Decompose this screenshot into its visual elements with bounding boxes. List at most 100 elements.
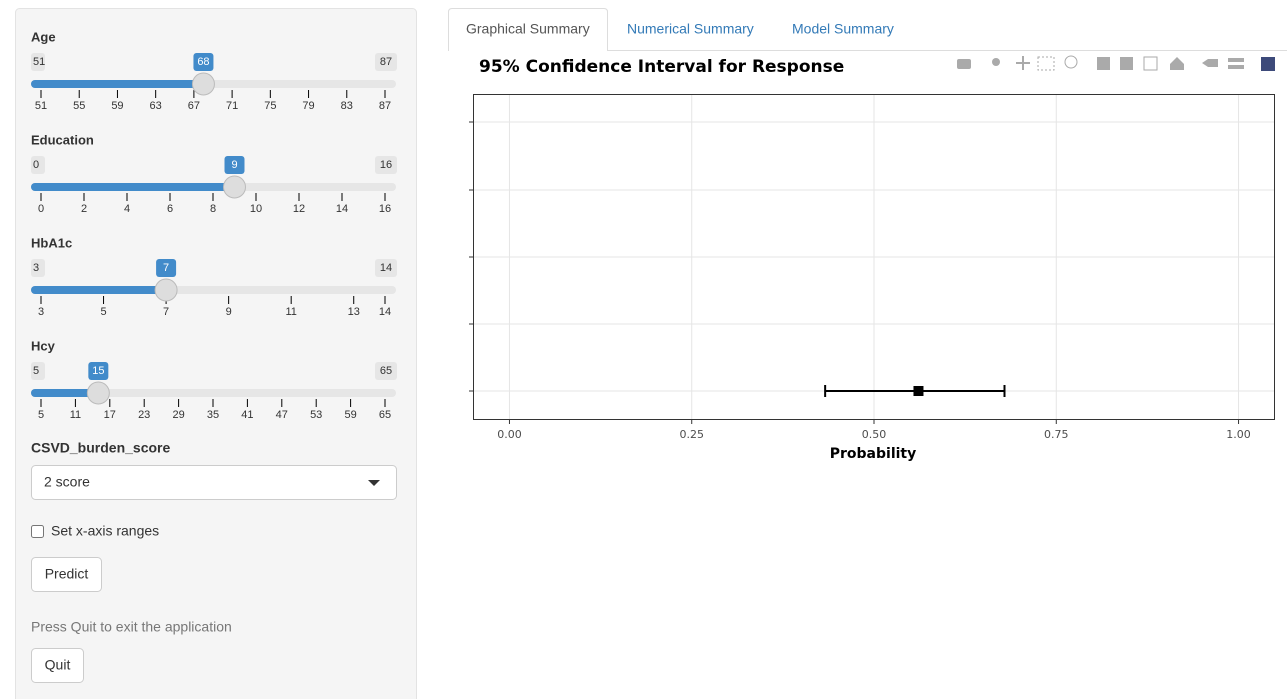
slider-tick-label: 35 <box>207 409 219 421</box>
slider-value: 15 <box>92 365 104 377</box>
active-tab <box>448 8 608 51</box>
slider-tick-label: 3 <box>38 306 44 318</box>
slider-tick-label: 5 <box>100 306 106 318</box>
slider-tick-label: 13 <box>348 306 360 318</box>
slider-max: 65 <box>380 365 392 377</box>
slider-fill <box>31 389 99 397</box>
x-tick-label: 0.75 <box>1044 428 1069 441</box>
select-box[interactable] <box>31 465 397 500</box>
chart-title: 95% Confidence Interval for Response <box>479 57 844 77</box>
sidebar-panel <box>15 8 417 699</box>
slider-fill <box>31 183 235 191</box>
slider-max-badge <box>375 259 397 277</box>
slider-tick-label: 8 <box>210 203 216 215</box>
x-tick-label: 0.00 <box>497 428 522 441</box>
slider-min: 51 <box>33 56 45 68</box>
slider-tick-label: 5 <box>38 409 44 421</box>
slider-tick-label: 67 <box>188 100 200 112</box>
slider-value: 7 <box>163 262 169 274</box>
slider-tick-label: 6 <box>167 203 173 215</box>
slider-tick-label: 9 <box>226 306 232 318</box>
slider-tick-label: 59 <box>111 100 123 112</box>
checkbox-label: Set x-axis ranges <box>51 523 159 539</box>
slider-value-badge <box>224 156 245 174</box>
slider-tick-label: 10 <box>250 203 262 215</box>
slider-max: 14 <box>380 262 392 274</box>
slider-value-badge <box>156 259 177 277</box>
tab[interactable]: Numerical Summary <box>627 21 754 37</box>
predict-button[interactable] <box>31 557 102 592</box>
tab[interactable]: Graphical Summary <box>466 21 590 37</box>
slider-tick-label: 55 <box>73 100 85 112</box>
quit-button[interactable] <box>31 648 84 683</box>
slider-handle[interactable] <box>191 72 215 96</box>
slider-value: 68 <box>197 56 209 68</box>
slider-fill <box>31 80 204 88</box>
plot-border <box>473 94 1275 420</box>
slider-label: Age <box>31 29 56 44</box>
quit-button-label: Quit <box>45 657 71 673</box>
slider-label: Hcy <box>31 338 56 353</box>
slider-max: 16 <box>380 159 392 171</box>
modebar[interactable] <box>957 55 1275 71</box>
slider-tick-label: 47 <box>276 409 288 421</box>
slider-min-badge <box>31 362 45 380</box>
select-value: 2 score <box>44 474 90 490</box>
slider-tick-label: 79 <box>302 100 314 112</box>
x-tick-label: 0.50 <box>862 428 887 441</box>
slider-tick-label: 51 <box>35 100 47 112</box>
x-axis-label: Probability <box>830 446 917 462</box>
slider-min-badge <box>31 259 45 277</box>
slider-min: 0 <box>33 159 39 171</box>
select-label: CSVD_burden_score <box>31 440 170 456</box>
slider-tick-label: 2 <box>81 203 87 215</box>
slider-tick-label: 4 <box>124 203 130 215</box>
slider-value: 9 <box>231 159 237 171</box>
slider-tick-label: 53 <box>310 409 322 421</box>
slider-tick-label: 16 <box>379 203 391 215</box>
slider-tick-label: 71 <box>226 100 238 112</box>
slider-min-badge <box>31 53 45 71</box>
slider-tick-label: 63 <box>150 100 162 112</box>
checkbox[interactable] <box>31 525 44 538</box>
slider-tick-label: 7 <box>163 306 169 318</box>
slider-value-badge <box>88 362 109 380</box>
slider-max-badge <box>375 362 397 380</box>
slider-tick-label: 41 <box>241 409 253 421</box>
slider-tick-label: 65 <box>379 409 391 421</box>
slider-tick-label: 75 <box>264 100 276 112</box>
point-estimate <box>913 386 924 396</box>
slider-tick-label: 0 <box>38 203 44 215</box>
slider-tick-label: 87 <box>379 100 391 112</box>
slider-label: Education <box>31 132 94 147</box>
note: Press Quit to exit the application <box>31 619 232 635</box>
slider-fill <box>31 286 167 294</box>
x-tick-label: 0.25 <box>679 428 704 441</box>
slider-tick-label: 11 <box>70 409 81 421</box>
slider-handle[interactable] <box>223 175 246 199</box>
slider-min: 5 <box>33 365 39 377</box>
slider-handle[interactable] <box>86 381 110 405</box>
slider-handle[interactable] <box>154 278 178 302</box>
predict-button-label: Predict <box>45 566 89 582</box>
slider-min: 3 <box>33 262 39 274</box>
slider-tick-label: 14 <box>336 203 348 215</box>
tab[interactable]: Model Summary <box>792 21 894 37</box>
slider-tick-label: 14 <box>379 306 391 318</box>
slider-max-badge <box>375 53 397 71</box>
slider-tick-label: 12 <box>293 203 305 215</box>
slider-tick-label: 17 <box>104 409 116 421</box>
slider-tick-label: 29 <box>172 409 184 421</box>
slider-tick-label: 83 <box>341 100 353 112</box>
select-caret <box>368 480 380 486</box>
slider-min-badge <box>31 156 45 174</box>
slider-max-badge <box>375 156 397 174</box>
slider-value-badge <box>193 53 214 71</box>
slider-track <box>31 389 396 397</box>
x-tick-label: 1.00 <box>1226 428 1251 441</box>
slider-max: 87 <box>380 56 392 68</box>
slider-tick-label: 11 <box>285 306 296 318</box>
slider-tick-label: 59 <box>344 409 356 421</box>
